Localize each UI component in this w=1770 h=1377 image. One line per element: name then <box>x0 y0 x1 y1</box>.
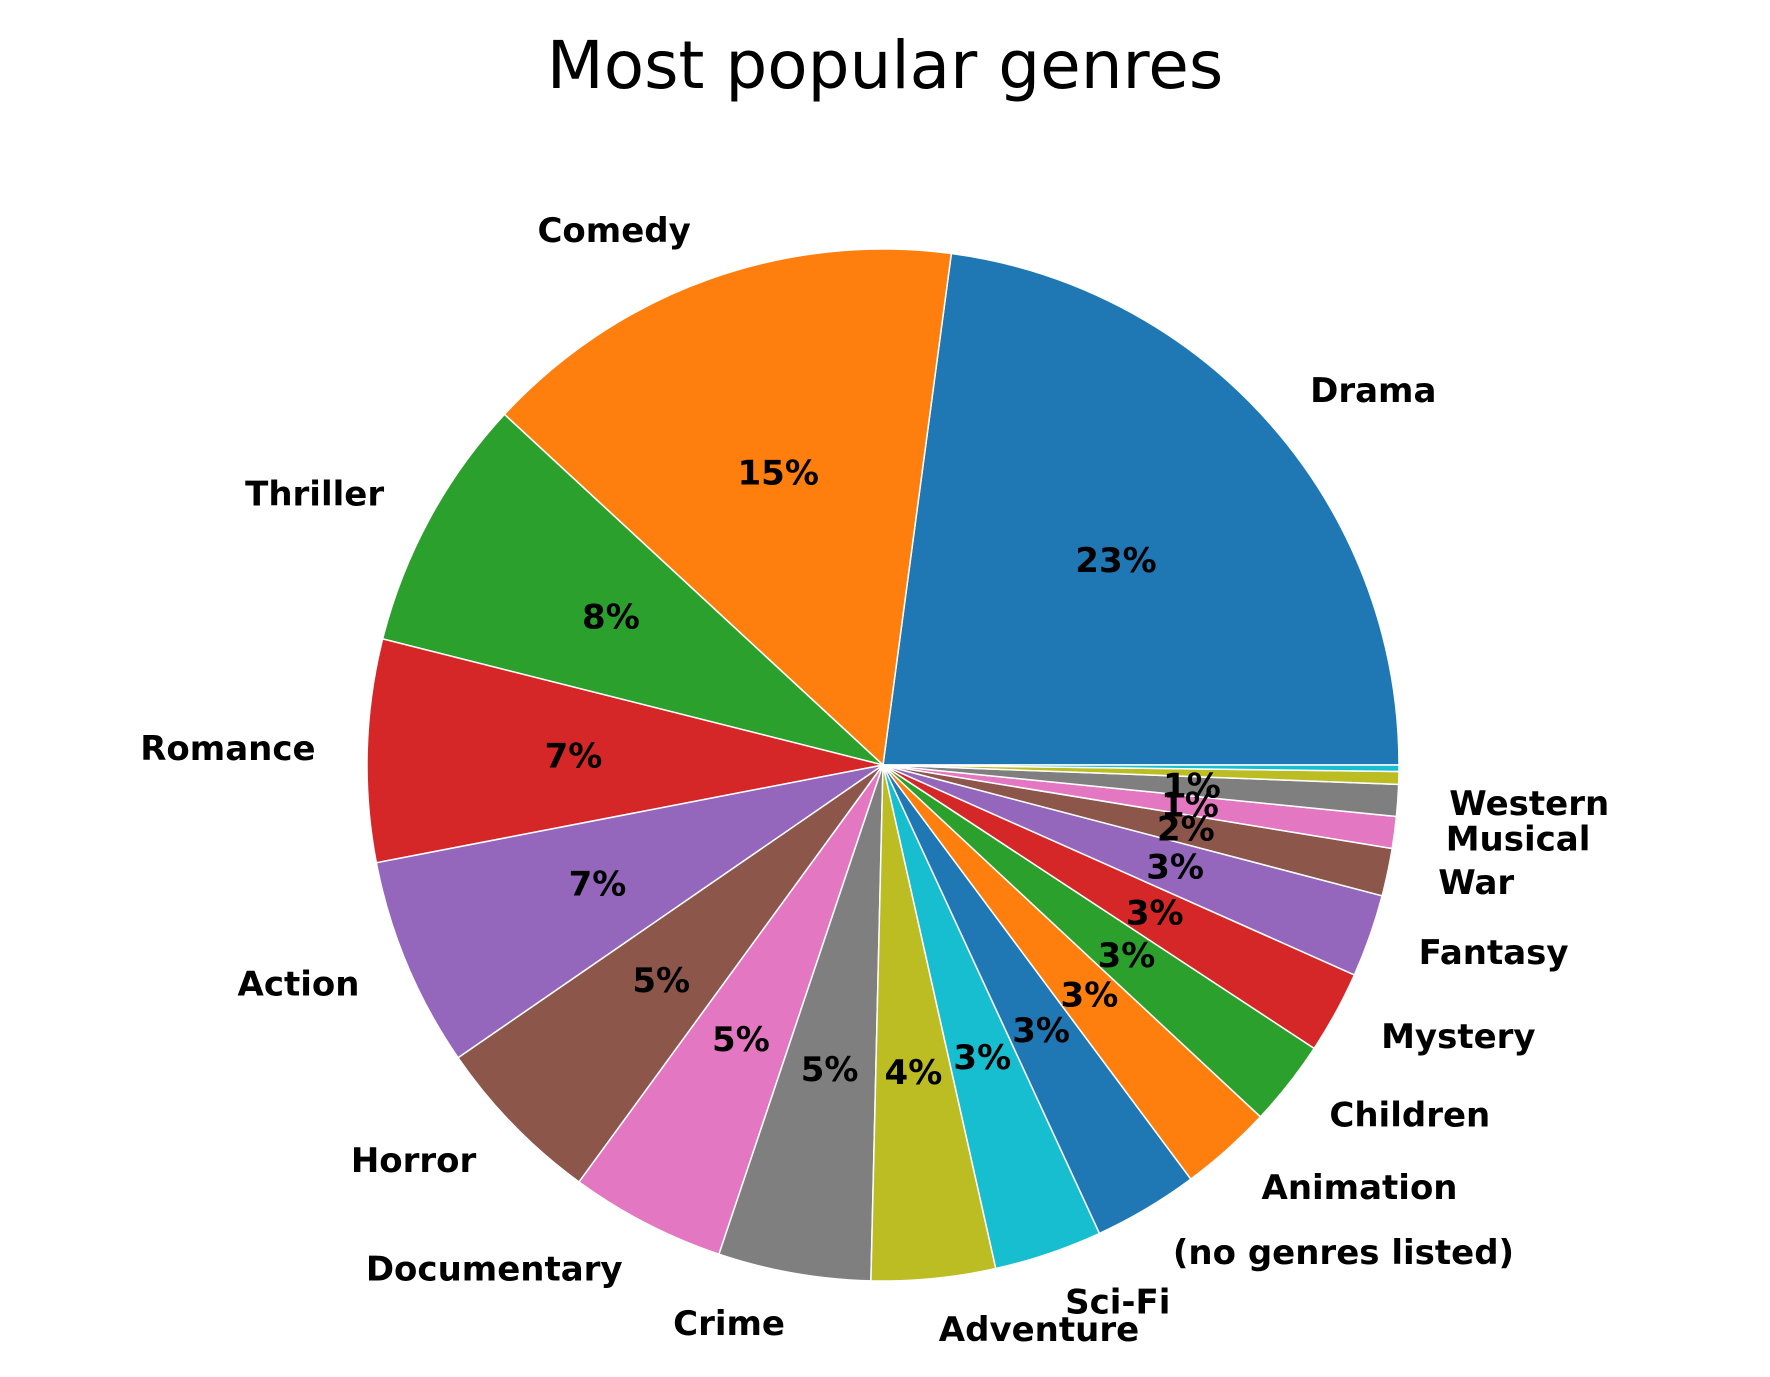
pie-percent-label-crime: 5% <box>801 1050 859 1090</box>
pie-category-label-adventure: Adventure <box>939 1310 1139 1350</box>
pie-percent-label-children: 3% <box>1098 936 1156 976</box>
pie-percent-label-western: 1% <box>1163 766 1221 806</box>
pie-percent-label-documentary: 5% <box>712 1020 770 1060</box>
pie-category-label-war: War <box>1438 863 1514 903</box>
pie-percent-label-fantasy: 3% <box>1146 848 1204 888</box>
pie-category-label-romance: Romance <box>140 729 315 769</box>
pie-category-label-horror: Horror <box>351 1141 477 1181</box>
pie-percent-label-drama: 23% <box>1075 541 1156 581</box>
pie-slice-horror <box>457 764 884 1184</box>
pie-percent-label-sci-fi: 3% <box>953 1038 1011 1078</box>
pie-category-label-children: Children <box>1329 1096 1490 1136</box>
pie-category-label-action: Action <box>238 965 360 1005</box>
pie-slice-romance <box>366 637 884 864</box>
pie-category-label-sci-fi: Sci-Fi <box>1065 1283 1170 1323</box>
pie-percent-label-mystery: 3% <box>1126 894 1184 934</box>
pie-slice-documentary <box>578 764 884 1256</box>
pie-percent-label-horror: 5% <box>632 961 690 1001</box>
pie-category-label-fantasy: Fantasy <box>1419 933 1569 973</box>
pie-category-label-thriller: Thriller <box>245 474 384 514</box>
pie-slice-unlabeled-19 <box>882 764 1400 773</box>
pie-category-label-animation: Animation <box>1262 1168 1458 1208</box>
pie-percent-label-adventure: 4% <box>885 1053 943 1093</box>
chart-title: Most popular genres <box>547 27 1223 104</box>
pie-category-label-comedy: Comedy <box>537 211 690 251</box>
pie-percent-label-war: 2% <box>1157 809 1215 849</box>
pie-category-labels: Drama Comedy Thriller Romance Action Horror Do… <box>140 211 1609 1350</box>
pie-category-label-crime: Crime <box>673 1304 785 1344</box>
pie-category-label-mystery: Mystery <box>1381 1017 1535 1057</box>
pie-category-label-drama: Drama <box>1310 371 1436 411</box>
pie-percent-label-action: 7% <box>569 865 627 905</box>
pie-slices <box>366 248 1400 1282</box>
pie-slice-comedy <box>503 248 953 767</box>
pie-percent-label-thriller: 8% <box>582 597 640 637</box>
pie-category-label-western: Western <box>1449 784 1609 824</box>
pie-percent-label-romance: 7% <box>545 736 603 776</box>
pie-percent-label-musical: 1% <box>1161 786 1219 826</box>
pie-slice-thriller <box>381 413 884 766</box>
pie-slice-crime <box>718 764 884 1282</box>
pie-slice-action <box>375 764 884 1059</box>
pie-category-label-documentary: Documentary <box>366 1249 623 1289</box>
pie-category-label-no-genres-listed: (no genres listed) <box>1173 1233 1514 1273</box>
pie-percent-labels: 23%15%8%7%7%5%5%5% 4% 3%3%3%3%3%3%2%1%1% <box>545 454 1221 1093</box>
pie-slice-drama <box>882 252 1400 766</box>
pie-percent-label-comedy: 15% <box>738 454 819 494</box>
pie-category-label-musical: Musical <box>1446 819 1591 859</box>
pie-percent-label-no-genres-listed: 3% <box>1012 1011 1070 1051</box>
pie-percent-label-animation: 3% <box>1061 976 1119 1016</box>
